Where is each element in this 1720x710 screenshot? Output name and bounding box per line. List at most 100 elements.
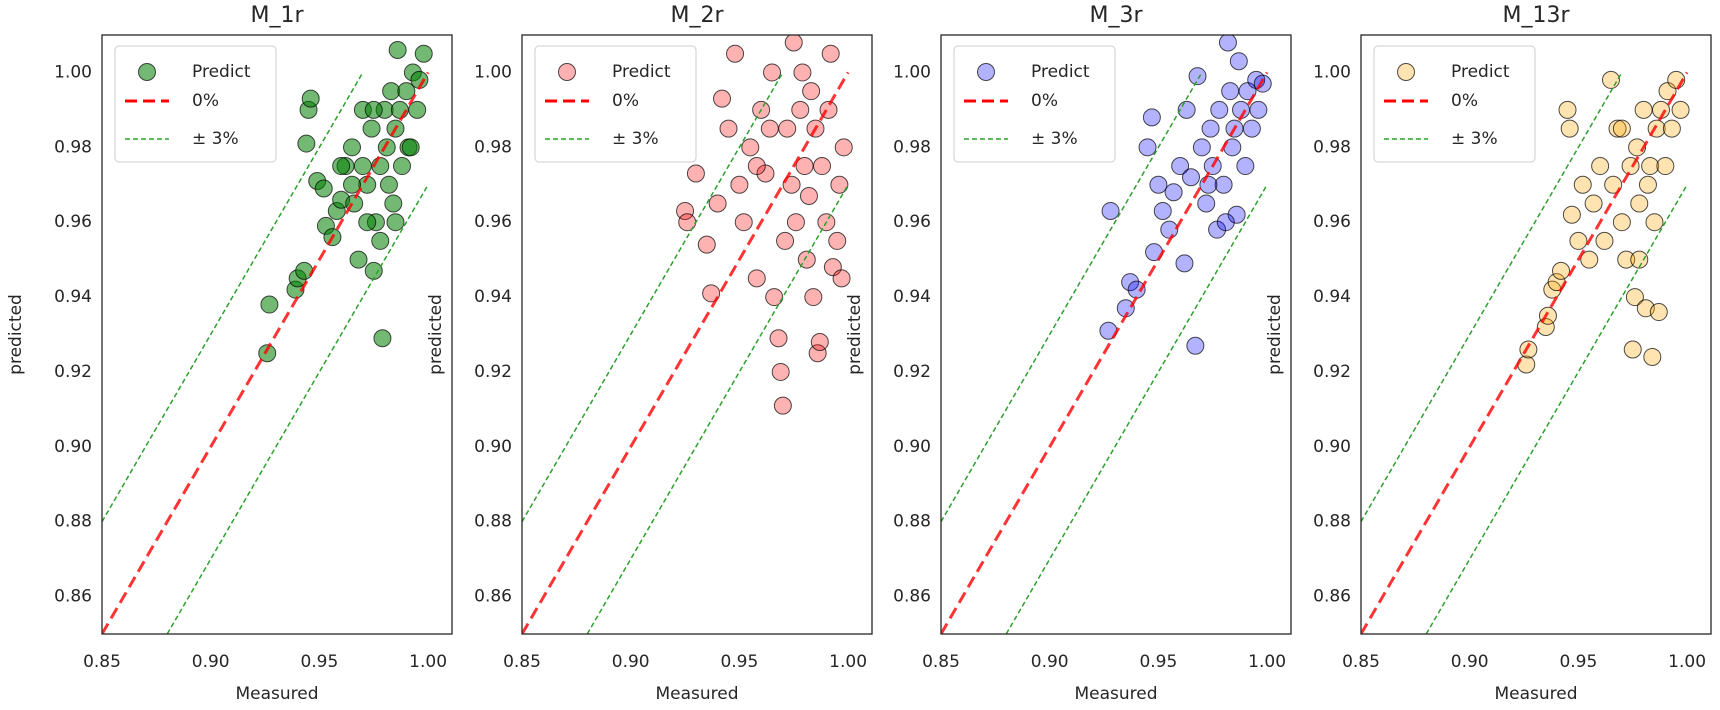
- x-axis-label: Measured: [655, 684, 738, 704]
- point: [349, 250, 368, 269]
- point: [1628, 138, 1647, 157]
- legend-label: ± 3%: [192, 129, 239, 149]
- point: [726, 44, 745, 63]
- point: [364, 100, 383, 119]
- y-tick-label: 0.92: [893, 362, 931, 382]
- subplot-title: M_3r: [1089, 3, 1143, 28]
- point: [1612, 119, 1631, 138]
- point: [1142, 108, 1161, 127]
- point: [332, 157, 351, 176]
- x-tick-label: 0.90: [1451, 652, 1489, 672]
- point: [1188, 67, 1207, 86]
- reference-line: [102, 71, 430, 634]
- legend-label: ± 3%: [612, 129, 659, 149]
- y-axis-label: predicted: [6, 294, 26, 375]
- point: [760, 119, 779, 138]
- legend-label: ± 3%: [1031, 129, 1078, 149]
- legend-marker: [1397, 63, 1415, 81]
- point: [1253, 74, 1272, 93]
- point: [364, 261, 383, 280]
- legend-marker: [138, 63, 156, 81]
- point: [1164, 183, 1183, 202]
- point: [813, 157, 831, 176]
- point: [1612, 213, 1631, 232]
- point: [1562, 205, 1581, 224]
- axes-frame: [940, 34, 1292, 635]
- point: [1625, 288, 1644, 307]
- point: [379, 175, 398, 194]
- x-tick-label: 0.85: [922, 652, 960, 672]
- point: [260, 295, 279, 314]
- x-tick-label: 0.95: [1559, 652, 1597, 672]
- axes-frame: [521, 34, 873, 635]
- point: [713, 89, 731, 108]
- point: [1221, 82, 1240, 101]
- legend-marker: [558, 63, 576, 81]
- point: [1517, 355, 1536, 374]
- subplot-title: M_1r: [250, 3, 304, 28]
- y-axis-label: predicted: [426, 294, 446, 375]
- point: [802, 82, 821, 101]
- reference-line: [941, 72, 1268, 634]
- point: [763, 63, 781, 82]
- point: [1649, 303, 1668, 322]
- point: [804, 288, 823, 307]
- y-tick-label: 0.98: [893, 137, 931, 157]
- point: [1216, 213, 1235, 232]
- axes-frame: [1360, 34, 1712, 635]
- point: [343, 138, 361, 157]
- point: [765, 288, 784, 307]
- reference-line: [1361, 71, 1689, 634]
- point: [799, 186, 818, 205]
- legend-label: ± 3%: [1451, 129, 1498, 149]
- y-tick-label: 0.90: [1313, 437, 1351, 457]
- point: [382, 82, 401, 101]
- point: [1662, 119, 1681, 138]
- point: [1630, 250, 1649, 269]
- point: [1558, 100, 1577, 119]
- y-tick-label: 1.00: [54, 62, 92, 82]
- point: [793, 63, 812, 82]
- point: [769, 329, 788, 348]
- point: [297, 134, 316, 153]
- point: [1569, 231, 1588, 250]
- y-tick-label: 0.96: [1313, 212, 1351, 232]
- y-tick-label: 0.92: [54, 362, 92, 382]
- y-tick-label: 0.92: [474, 362, 512, 382]
- point: [1643, 347, 1662, 366]
- x-tick-label: 1.00: [1668, 652, 1706, 672]
- point: [1595, 231, 1614, 250]
- x-tick-label: 0.90: [612, 652, 650, 672]
- point: [373, 329, 392, 348]
- x-tick-label: 1.00: [1248, 652, 1286, 672]
- legend-label: 0%: [1451, 91, 1478, 111]
- y-tick-label: 0.98: [1313, 137, 1351, 157]
- y-tick-label: 0.94: [474, 287, 512, 307]
- point: [1227, 205, 1246, 224]
- x-tick-label: 0.95: [720, 652, 758, 672]
- x-tick-label: 0.95: [300, 652, 338, 672]
- subplot: M_13r Measured predicted 0.85 0.90 0.95 1.00 0.…: [1265, 3, 1712, 704]
- y-tick-label: 0.98: [474, 137, 512, 157]
- point: [784, 35, 803, 52]
- x-tick-label: 1.00: [409, 652, 447, 672]
- y-tick-label: 0.90: [54, 437, 92, 457]
- point: [1671, 100, 1690, 119]
- y-tick-label: 0.96: [54, 212, 92, 232]
- point: [414, 44, 433, 63]
- point: [1591, 157, 1610, 176]
- legend-label: 0%: [612, 91, 639, 111]
- y-tick-label: 0.88: [893, 512, 931, 532]
- point: [834, 138, 853, 157]
- reference-line: [941, 71, 1269, 634]
- point: [384, 194, 403, 213]
- point: [686, 164, 705, 183]
- point: [1236, 157, 1255, 176]
- subplot: M_3r Measured predicted 0.85 0.90 0.95 1.00 0.8…: [845, 3, 1292, 704]
- y-tick-label: 0.94: [54, 287, 92, 307]
- point: [1192, 138, 1211, 157]
- plot-area: [1361, 70, 1690, 634]
- point: [1560, 119, 1579, 138]
- y-tick-label: 0.96: [474, 212, 512, 232]
- point: [1210, 100, 1229, 119]
